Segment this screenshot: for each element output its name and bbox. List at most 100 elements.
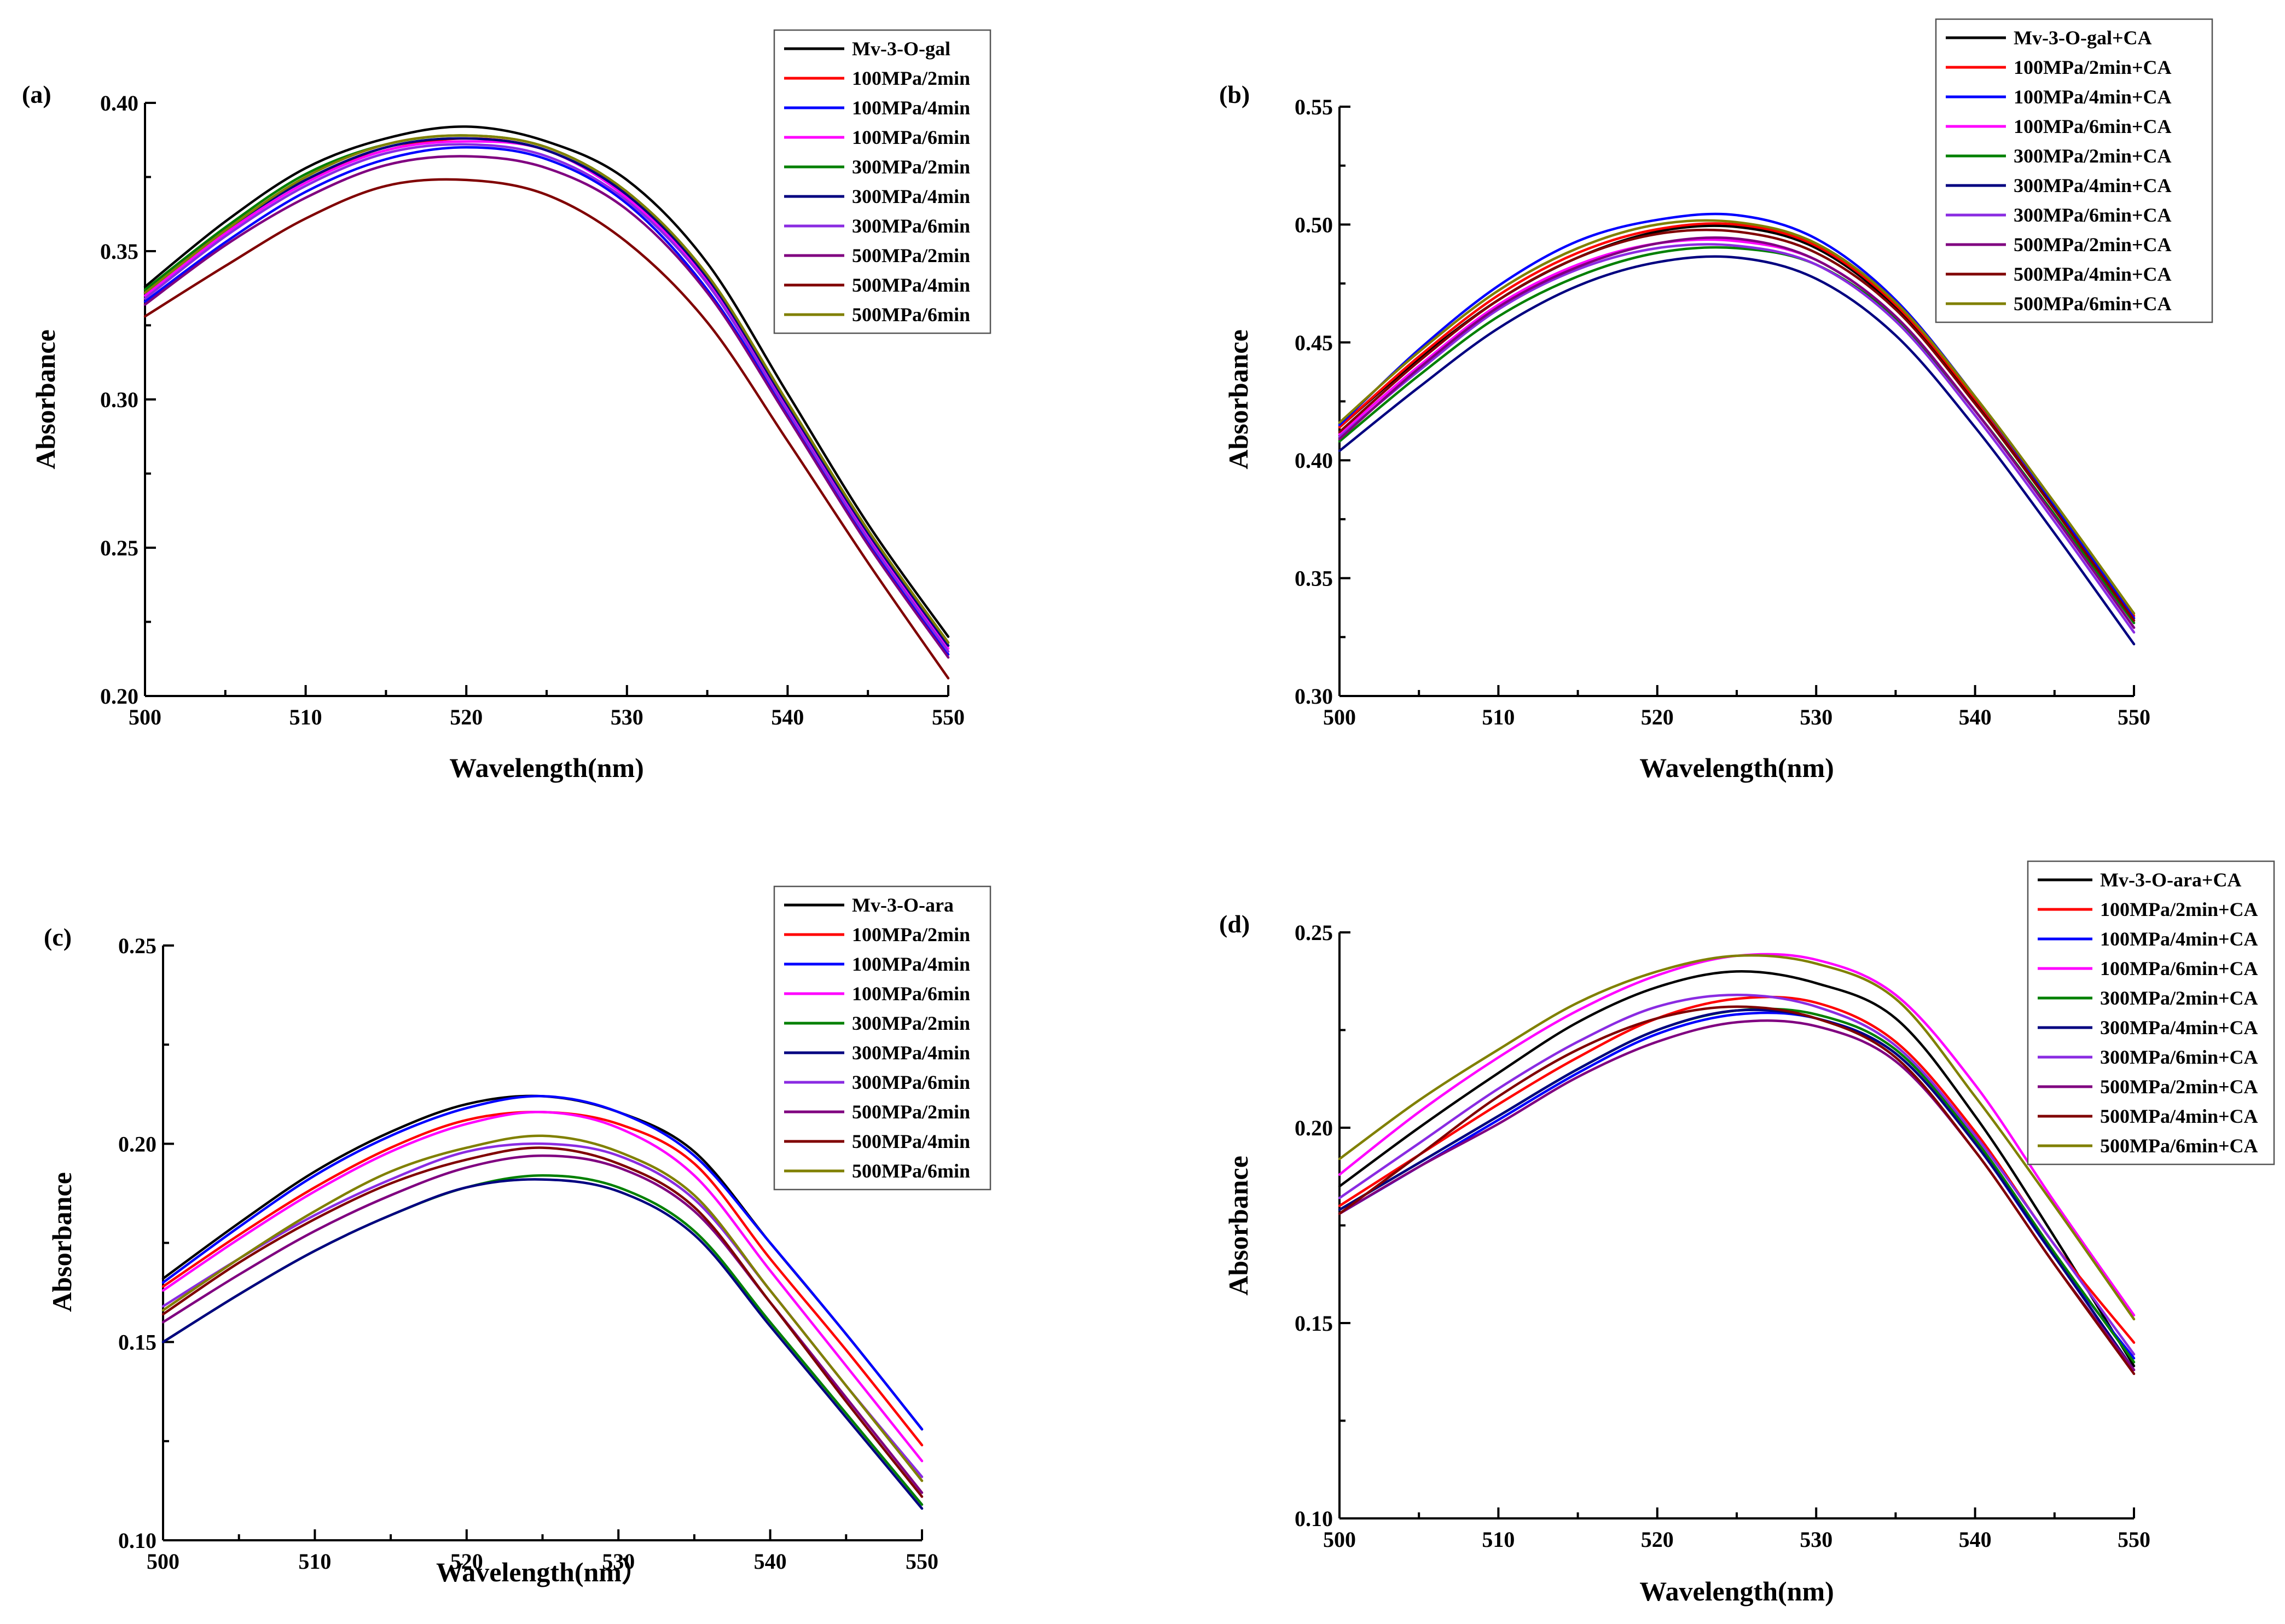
y-tick-label: 0.20: [100, 684, 138, 709]
series-line-2: [1338, 1011, 2136, 1360]
series-line-5: [161, 1178, 924, 1510]
series-line-5: [1338, 255, 2136, 646]
x-tick-label: 540: [1959, 1527, 1992, 1552]
y-tick-label: 0.25: [1295, 920, 1333, 945]
series-line-6: [161, 1142, 924, 1478]
x-tick-label: 540: [754, 1549, 787, 1574]
x-axis-title: Wavelength(nm): [449, 752, 644, 783]
x-tick-label: 550: [906, 1549, 938, 1574]
legend-entry-label: 500MPa/4min+CA: [2100, 1105, 2258, 1127]
x-tick-label: 500: [147, 1549, 179, 1574]
x-tick-label: 540: [1959, 705, 1992, 729]
legend-entry-label: 300MPa/2min+CA: [2100, 987, 2258, 1009]
panel-label: (d): [1219, 910, 1250, 938]
series-line-0: [143, 125, 950, 638]
x-tick-label: 510: [289, 705, 322, 729]
series-line-2: [143, 146, 950, 656]
legend-entry-label: 100MPa/6min+CA: [2014, 115, 2172, 137]
legend: Mv-3-O-ara+CA 100MPa/2min+CA 100MPa/4min+C…: [2027, 860, 2275, 1165]
series-line-1: [1338, 995, 2136, 1344]
chart-panel-a: (a) 500 510 520 530 540 550 0.20 0.25 0.30 0.35 0.4…: [22, 29, 991, 783]
chart-panel-b: (b) 500 510 520 530 540 550 0.30 0.35 0.40 0.45 0.5…: [1219, 18, 2213, 783]
chart-panel-d: (d) 500 510 520 530 540 550 0.10 0.15 0.20 0.25 Wav…: [1219, 860, 2275, 1606]
y-tick-label: 0.30: [100, 387, 138, 412]
x-tick-label: 530: [1800, 1527, 1832, 1552]
x-tick-label: 550: [2118, 1527, 2150, 1552]
series-line-8: [1338, 1005, 2136, 1376]
series-line-8: [161, 1146, 924, 1498]
legend-entry-label: 100MPa/2min: [852, 67, 970, 89]
series-line-3: [1338, 953, 2136, 1316]
y-tick-label: 0.40: [1295, 448, 1333, 473]
series-line-8: [1338, 228, 2136, 622]
x-tick-label: 520: [1641, 1527, 1674, 1552]
series-line-9: [1338, 954, 2136, 1321]
legend-entry-label: 100MPa/2min+CA: [2100, 898, 2258, 920]
legend-entry-label: 100MPa/6min+CA: [2100, 958, 2258, 979]
y-tick-label: 0.15: [1295, 1311, 1333, 1336]
series-line-6: [143, 143, 950, 653]
series-line-7: [143, 155, 950, 659]
legend-entry-label: 100MPa/6min: [852, 126, 970, 148]
series-line-7: [1338, 236, 2136, 629]
series-line-4: [1338, 1007, 2136, 1364]
series-line-5: [1338, 1008, 2136, 1371]
y-tick-label: 0.50: [1295, 212, 1333, 237]
x-tick-label: 510: [1482, 705, 1515, 729]
y-tick-label: 0.35: [1295, 566, 1333, 591]
y-tick-label: 0.25: [118, 933, 156, 958]
x-tick-label: 530: [602, 1549, 635, 1574]
legend-entry-label: 500MPa/2min+CA: [2014, 234, 2172, 256]
panel-label: (a): [22, 80, 51, 108]
x-tick-label: 500: [1323, 705, 1356, 729]
x-tick-label: 500: [1323, 1527, 1356, 1552]
y-axis-title: Absorbance: [30, 329, 61, 469]
legend-entry-label: Mv-3-O-gal: [852, 38, 950, 60]
series-line-4: [161, 1174, 924, 1506]
x-tick-label: 540: [771, 705, 804, 729]
y-tick-label: 0.40: [100, 91, 138, 115]
legend-entry-label: 300MPa/6min+CA: [2014, 204, 2172, 226]
x-tick-label: 520: [450, 705, 483, 729]
series-line-6: [1338, 993, 2136, 1356]
y-tick-label: 0.20: [118, 1132, 156, 1156]
legend-entry-label: 500MPa/6min: [852, 1160, 970, 1182]
legend-entry-label: Mv-3-O-ara+CA: [2100, 869, 2241, 891]
legend: Mv-3-O-gal+CA 100MPa/2min+CA 100MPa/4min+C…: [1935, 18, 2213, 323]
legend-box: [773, 885, 991, 1191]
legend-entry-label: 300MPa/6min: [852, 215, 970, 237]
legend-entry-label: 500MPa/4min+CA: [2014, 263, 2172, 285]
legend-entry-label: 500MPa/4min: [852, 274, 970, 296]
chart-panel-c: (c) 500 510 520 530 540 550 0.10 0.15 0.20 0.25 Wav…: [44, 885, 991, 1587]
legend-entry-label: 300MPa/4min: [852, 185, 970, 207]
x-tick-label: 520: [1641, 705, 1674, 729]
legend-entry-label: 100MPa/6min: [852, 983, 970, 1005]
x-tick-label: 510: [298, 1549, 331, 1574]
legend-entry-label: Mv-3-O-gal+CA: [2014, 27, 2151, 49]
x-tick-label: 520: [450, 1549, 483, 1574]
legend-entry-label: 300MPa/4min: [852, 1042, 970, 1064]
legend-entry-label: 300MPa/2min: [852, 1012, 970, 1034]
legend-entry-label: Mv-3-O-ara: [852, 894, 954, 916]
y-axis-title: Absorbance: [1223, 329, 1254, 469]
legend-entry-label: 300MPa/2min+CA: [2014, 145, 2172, 167]
legend-entry-label: 500MPa/6min: [852, 304, 970, 326]
legend-entry-label: 100MPa/2min: [852, 924, 970, 946]
y-tick-label: 0.45: [1295, 330, 1333, 355]
series-line-6: [1338, 243, 2136, 634]
legend-entry-label: 500MPa/2min: [852, 1101, 970, 1123]
x-tick-label: 530: [1800, 705, 1832, 729]
panel-label: (c): [44, 923, 72, 951]
legend-entry-label: 500MPa/2min: [852, 245, 970, 266]
legend-entry-label: 300MPa/6min+CA: [2100, 1046, 2258, 1068]
legend-entry-label: 300MPa/4min+CA: [2014, 175, 2172, 196]
legend-entry-label: 500MPa/6min+CA: [2014, 293, 2172, 315]
series-line-2: [161, 1095, 924, 1431]
series-line-9: [161, 1134, 924, 1482]
y-tick-label: 0.55: [1295, 95, 1333, 119]
y-tick-label: 0.10: [118, 1528, 156, 1553]
series-line-8: [143, 178, 950, 680]
x-axis-title: Wavelength(nm): [1639, 1576, 1834, 1606]
legend-entry-label: 500MPa/6min+CA: [2100, 1135, 2258, 1157]
